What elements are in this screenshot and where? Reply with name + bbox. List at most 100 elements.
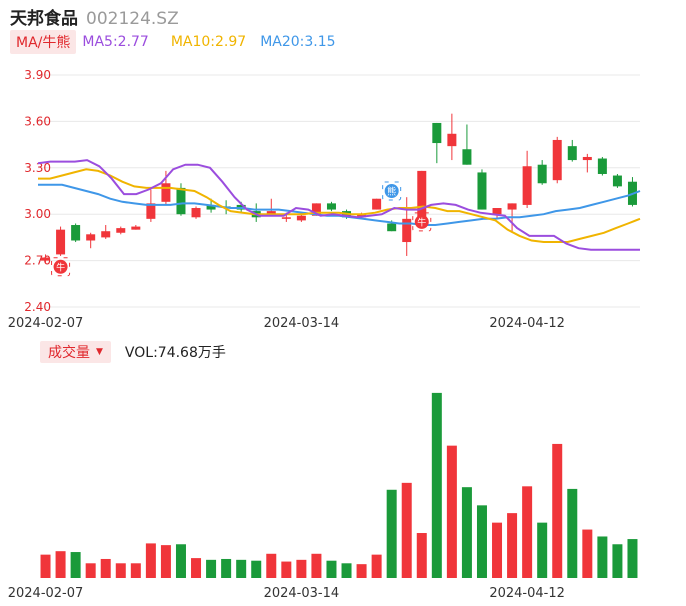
bear-marker-label: 熊	[387, 186, 396, 198]
y-tick-label: 3.30	[24, 161, 51, 175]
candle-body	[432, 122, 442, 144]
volume-bar	[206, 559, 217, 578]
volume-bar	[85, 563, 96, 578]
candle-body	[402, 218, 412, 243]
volume-bar	[552, 443, 563, 578]
candle-body	[447, 133, 457, 147]
bull-marker-dot	[414, 214, 429, 229]
volume-bar	[281, 561, 292, 578]
volume-bar	[251, 560, 262, 578]
candle-body	[146, 203, 156, 219]
volume-bar	[597, 536, 608, 578]
candle-body	[191, 208, 201, 218]
volume-bar	[70, 552, 81, 578]
volume-bar	[296, 559, 307, 578]
candle-body	[86, 234, 96, 241]
volume-bar	[386, 489, 397, 578]
volume-bar	[130, 563, 141, 578]
ma-toggle-button[interactable]: MA/牛熊	[10, 30, 77, 54]
candle-body	[507, 203, 517, 210]
volume-bar	[175, 544, 186, 578]
candle-body	[552, 139, 562, 181]
ma10-line	[38, 168, 641, 243]
candle-body	[492, 208, 502, 215]
candle-body	[176, 187, 186, 215]
ma20-line	[38, 183, 641, 226]
volume-bar	[492, 522, 503, 578]
x-tick-label: 2024-02-07	[8, 316, 84, 331]
y-tick-label: 2.40	[24, 300, 51, 314]
volume-bar	[145, 543, 156, 578]
candle-body	[41, 257, 51, 261]
candle-body	[612, 175, 622, 187]
volume-legend: 成交量 ▼ VOL:74.68万手	[40, 341, 226, 363]
volume-bar	[431, 392, 442, 578]
volume-value: VOL:74.68万手	[124, 345, 226, 361]
ma5-line	[37, 159, 640, 251]
volume-bar	[221, 558, 232, 578]
volume-bar	[612, 544, 623, 578]
volume-bar	[401, 482, 412, 578]
volume-bar	[100, 558, 111, 578]
caret-down-icon: ▼	[96, 347, 103, 357]
candle-body	[477, 172, 487, 210]
volume-bar	[266, 553, 277, 578]
volume-x-tick-label: 2024-03-14	[264, 586, 340, 601]
volume-bar	[236, 559, 247, 578]
volume-bar	[371, 554, 382, 578]
volume-bar	[40, 554, 51, 578]
y-tick-label: 3.60	[24, 114, 51, 128]
ma10-value: MA10:2.97	[170, 34, 247, 50]
candle-body	[326, 203, 336, 210]
volume-bar	[446, 445, 457, 578]
volume-bar	[311, 553, 322, 578]
volume-bar	[160, 545, 171, 578]
ma20-value: MA20:3.15	[260, 34, 336, 50]
x-tick-label: 2024-03-14	[264, 316, 340, 331]
volume-bar	[326, 560, 337, 578]
bull-marker: 牛	[51, 257, 71, 277]
bull-marker-label: 牛	[56, 261, 65, 273]
candle-body	[101, 231, 111, 238]
ma-legend: MA/牛熊 MA5:2.77 MA10:2.97 MA20:3.15	[10, 30, 336, 54]
candle-body	[582, 156, 592, 161]
volume-bar	[582, 529, 593, 578]
x-tick-label: 2024-04-12	[489, 316, 565, 331]
volume-bar	[416, 533, 427, 578]
candle-body	[131, 226, 141, 230]
bull-marker: 牛	[412, 212, 432, 232]
volume-indicator-label: 成交量	[48, 345, 90, 361]
candle-body	[71, 225, 81, 241]
candle-body	[372, 198, 382, 210]
y-tick-label: 3.90	[24, 68, 51, 82]
bull-marker-label: 牛	[417, 216, 426, 228]
volume-bar	[476, 505, 487, 578]
stock-code: 002124.SZ	[86, 9, 179, 29]
volume-bar	[627, 539, 638, 578]
candle-body	[417, 170, 427, 218]
candle-body	[522, 166, 532, 205]
candle-body	[206, 204, 216, 210]
ma5-value: MA5:2.77	[82, 34, 149, 50]
candle-body	[311, 203, 321, 216]
candle-body	[161, 183, 171, 202]
volume-bar	[115, 563, 126, 578]
bear-marker: 熊	[382, 181, 402, 201]
candle-body	[56, 229, 66, 255]
candle-body	[537, 164, 547, 184]
volume-bar	[356, 564, 367, 578]
volume-bar	[567, 488, 578, 578]
candle-body	[567, 146, 577, 161]
volume-x-tick-label: 2024-04-12	[489, 586, 565, 601]
volume-bar	[461, 487, 472, 578]
bull-marker-frame	[412, 212, 432, 232]
candle-body	[357, 214, 367, 218]
bull-marker-frame	[51, 257, 71, 277]
volume-indicator-dropdown[interactable]: 成交量 ▼	[40, 341, 111, 363]
stock-header: 天邦食品 002124.SZ	[10, 4, 179, 29]
candle-body	[597, 158, 607, 174]
volume-bar	[191, 558, 202, 578]
y-tick-label: 3.00	[24, 207, 51, 221]
volume-bar	[341, 563, 352, 578]
